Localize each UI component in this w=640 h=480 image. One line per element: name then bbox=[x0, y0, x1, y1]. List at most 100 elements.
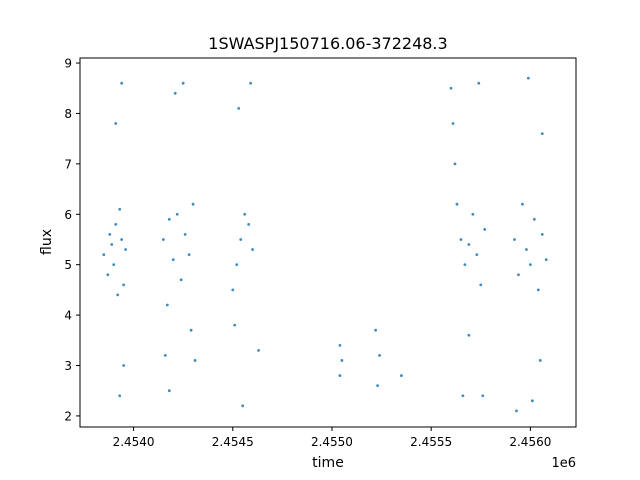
data-point bbox=[167, 217, 171, 221]
x-axis-label: time bbox=[312, 455, 344, 471]
y-tick-label: 3 bbox=[64, 359, 72, 373]
y-tick-label: 4 bbox=[64, 309, 72, 323]
data-point bbox=[521, 202, 524, 206]
data-point bbox=[108, 233, 112, 236]
data-point bbox=[540, 233, 544, 236]
data-point bbox=[118, 394, 122, 398]
data-point bbox=[122, 364, 126, 367]
data-point bbox=[181, 81, 185, 85]
data-point bbox=[530, 399, 534, 403]
y-tick-label: 7 bbox=[64, 157, 72, 171]
data-point bbox=[475, 253, 479, 256]
data-point bbox=[463, 263, 467, 267]
x-axis-ticks: 2.4540 2.4545 2.4550 2.4555 2.4560 bbox=[113, 427, 551, 449]
data-point bbox=[191, 202, 195, 206]
data-point bbox=[467, 243, 471, 246]
data-point bbox=[525, 248, 528, 251]
data-point bbox=[453, 162, 457, 166]
data-points bbox=[102, 76, 548, 413]
data-point bbox=[449, 86, 453, 90]
y-tick-label: 8 bbox=[64, 107, 72, 121]
data-point bbox=[106, 273, 110, 277]
data-point bbox=[251, 248, 255, 251]
data-point bbox=[540, 132, 544, 136]
x-tick-label: 2.4550 bbox=[311, 435, 353, 449]
data-point bbox=[376, 384, 379, 388]
data-point bbox=[243, 212, 247, 216]
data-point bbox=[249, 81, 253, 85]
data-point bbox=[483, 227, 487, 231]
data-point bbox=[528, 263, 532, 267]
y-tick-label: 5 bbox=[64, 258, 72, 272]
data-point bbox=[167, 389, 171, 393]
y-tick-label: 6 bbox=[64, 208, 72, 222]
data-point bbox=[532, 217, 536, 221]
data-point bbox=[179, 278, 183, 282]
data-point bbox=[231, 288, 235, 292]
x-tick-label: 2.4545 bbox=[212, 435, 254, 449]
data-point bbox=[471, 212, 475, 216]
data-point bbox=[400, 374, 403, 377]
data-point bbox=[479, 283, 483, 287]
y-axis-ticks: 2 3 4 5 6 7 8 9 bbox=[64, 57, 80, 423]
data-point bbox=[459, 238, 463, 241]
data-point bbox=[455, 202, 459, 206]
y-tick-label: 2 bbox=[64, 409, 72, 423]
data-point bbox=[124, 248, 128, 251]
y-axis-label: flux bbox=[39, 229, 55, 255]
data-point bbox=[477, 81, 481, 85]
data-point bbox=[378, 354, 381, 357]
data-point bbox=[116, 293, 120, 297]
data-point bbox=[467, 333, 471, 337]
data-point bbox=[257, 348, 260, 352]
plot-frame bbox=[79, 57, 577, 428]
chart-title: 1SWASPJ150716.06-372248.3 bbox=[208, 34, 447, 53]
data-point bbox=[237, 107, 241, 110]
data-point bbox=[189, 328, 193, 332]
data-point bbox=[374, 328, 378, 332]
data-point bbox=[187, 253, 191, 256]
x-tick-label: 2.4555 bbox=[410, 435, 452, 449]
x-tick-label: 2.4560 bbox=[509, 435, 551, 449]
data-point bbox=[241, 404, 245, 408]
data-point bbox=[338, 343, 342, 347]
data-point bbox=[513, 238, 516, 241]
data-point bbox=[340, 359, 344, 362]
data-point bbox=[165, 303, 169, 307]
data-point bbox=[338, 374, 342, 377]
data-point bbox=[175, 212, 179, 216]
data-point bbox=[247, 222, 251, 226]
data-point bbox=[481, 394, 485, 398]
data-point bbox=[173, 91, 177, 95]
data-point bbox=[171, 258, 175, 262]
data-point bbox=[461, 394, 465, 398]
data-point bbox=[120, 238, 124, 241]
data-point bbox=[112, 263, 116, 267]
data-point bbox=[526, 76, 530, 80]
data-point bbox=[163, 354, 167, 357]
data-point bbox=[114, 122, 118, 125]
data-point bbox=[122, 283, 126, 287]
data-point bbox=[515, 409, 518, 413]
data-point bbox=[120, 81, 124, 85]
data-point bbox=[233, 323, 237, 327]
x-axis-offset-label: 1e6 bbox=[551, 456, 576, 471]
data-point bbox=[544, 258, 548, 262]
data-point bbox=[239, 238, 243, 241]
data-point bbox=[517, 273, 520, 277]
data-point bbox=[538, 359, 542, 362]
data-point bbox=[118, 207, 122, 211]
data-point bbox=[235, 263, 239, 267]
data-point bbox=[451, 122, 455, 125]
x-tick-label: 2.4540 bbox=[113, 435, 155, 449]
data-point bbox=[536, 288, 540, 292]
data-point bbox=[193, 359, 197, 362]
data-point bbox=[161, 238, 165, 241]
data-point bbox=[183, 233, 187, 236]
data-point bbox=[110, 243, 114, 246]
data-point bbox=[114, 222, 118, 226]
y-tick-label: 9 bbox=[64, 57, 72, 71]
data-point bbox=[102, 253, 106, 256]
